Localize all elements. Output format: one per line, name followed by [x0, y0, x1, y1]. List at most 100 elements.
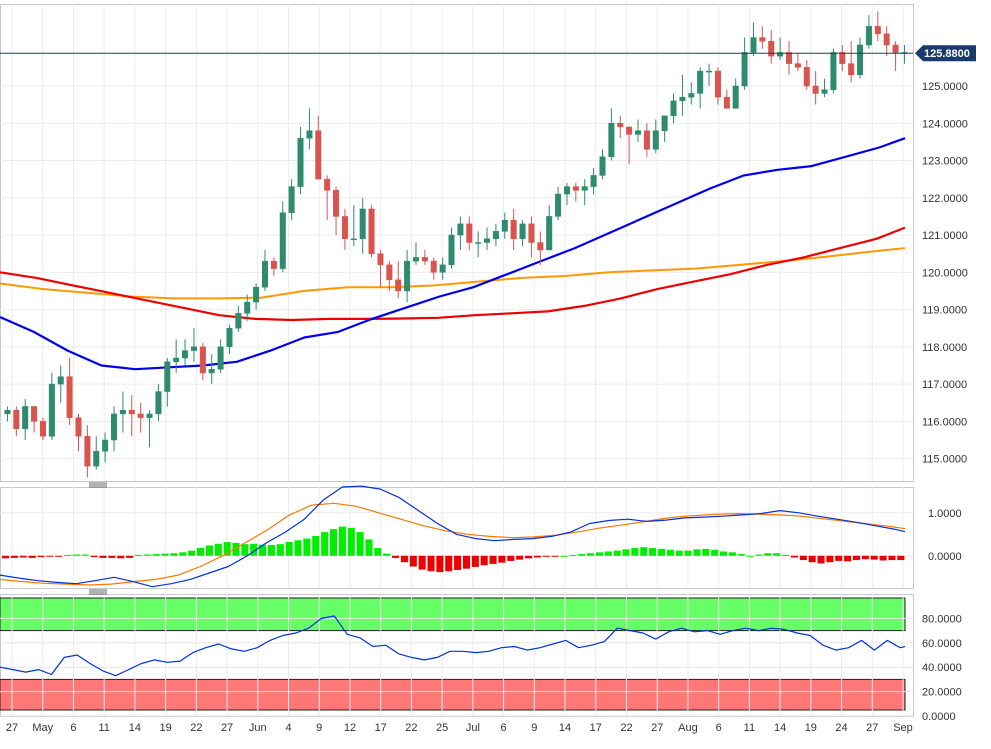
macd-histogram-bar [152, 554, 160, 556]
candle-body [590, 175, 597, 187]
macd-histogram-bar [755, 554, 763, 556]
candle-body [706, 70, 713, 73]
macd-histogram-bar [462, 555, 471, 569]
macd-histogram-bar [143, 554, 151, 556]
candle-body [226, 327, 233, 348]
candle-body [13, 409, 20, 430]
macd-histogram-bar [782, 554, 790, 556]
macd-histogram-bar [835, 555, 843, 561]
candle-body [475, 242, 482, 244]
rsi-grid [0, 594, 913, 717]
candle-body [84, 436, 91, 467]
candle-body [39, 421, 46, 437]
candle-body [581, 186, 588, 191]
candle-body [261, 260, 269, 288]
x-tick-label: 27 [6, 722, 18, 734]
macd-histogram-bar [418, 555, 426, 570]
macd-histogram-bar [480, 555, 488, 566]
macd-histogram-bar [684, 550, 692, 556]
macd-histogram-bar [852, 555, 861, 561]
macd-histogram-bar [126, 555, 134, 558]
panel-resize-handles[interactable] [89, 482, 107, 595]
candle-body [155, 391, 162, 415]
candle-body [31, 406, 38, 422]
candle-body [350, 238, 357, 241]
macd-histogram-bar [188, 550, 196, 556]
x-tick-label: 27 [651, 722, 663, 734]
candle-body [501, 219, 508, 232]
candle-body [288, 186, 295, 213]
candle-body [528, 223, 535, 243]
last-price-marker: 125.8800 [0, 45, 976, 62]
x-tick-label: 25 [436, 722, 448, 734]
macd-histogram-bar [542, 555, 550, 557]
x-tick-label: 22 [620, 722, 632, 734]
x-tick-label: Jun [249, 722, 267, 734]
rsi-line [0, 615, 906, 677]
candle-body [883, 33, 890, 46]
candle-body [697, 70, 704, 94]
x-tick-label: 14 [774, 722, 786, 734]
macd-histogram-bar [10, 555, 18, 558]
candle-body [128, 409, 135, 415]
resize-handle-icon[interactable] [89, 589, 107, 595]
candle-body [546, 216, 553, 251]
macd-histogram-bar [108, 555, 116, 558]
price-tick-label: 118.0000 [922, 342, 967, 354]
price-tick-label: 125.0000 [922, 81, 968, 93]
macd-histogram-bar [666, 549, 674, 556]
sma-fast-line [0, 137, 906, 371]
x-tick-label: 14 [559, 722, 571, 734]
macd-histogram-bar [37, 555, 45, 558]
candle-body [93, 450, 100, 467]
macd-histogram-bar [808, 555, 816, 563]
candle-body [235, 313, 242, 329]
candle-body [821, 89, 828, 94]
candle-body [244, 301, 251, 314]
macd-histogram-bar [232, 542, 240, 556]
macd-histogram-bar [303, 538, 311, 556]
macd-histogram-bar [587, 553, 595, 556]
candle-body [421, 257, 428, 262]
rsi-zones [0, 597, 906, 711]
candle-body [22, 406, 29, 430]
panel-frame [0, 487, 914, 589]
candle-body [785, 52, 793, 64]
candle-body [48, 383, 55, 437]
macd-signal-line [0, 502, 906, 586]
macd-histogram [2, 526, 905, 573]
resize-handle-icon[interactable] [89, 482, 107, 488]
price-grid [0, 4, 913, 481]
candle-body [874, 26, 881, 35]
x-tick-label: Sep [893, 722, 913, 734]
rsi-tick-label: 80.0000 [922, 613, 962, 625]
candle-body [412, 257, 419, 262]
candle-body [377, 253, 384, 266]
last-price-label: 125.8800 [924, 48, 970, 60]
rsi-y-axis: 80.0000 60.0000 40.0000 20.0000 0.0000 [922, 613, 962, 723]
candle-body [333, 190, 340, 217]
candle-body [839, 52, 846, 64]
rsi-overbought-zone [0, 597, 906, 632]
macd-histogram-bar [879, 555, 887, 561]
macd-main-line [0, 485, 906, 588]
macd-histogram-bar [214, 543, 222, 556]
rsi-oversold-zone [0, 678, 906, 711]
candle-body [137, 413, 144, 418]
macd-histogram-bar [90, 555, 98, 558]
macd-histogram-bar [764, 553, 772, 556]
macd-tick-label: 1.0000 [928, 508, 962, 520]
candle-body [830, 52, 837, 90]
macd-histogram-bar [861, 555, 869, 560]
macd-histogram-bar [99, 555, 107, 558]
macd-histogram-bar [516, 555, 524, 560]
rsi-tick-label: 20.0000 [922, 687, 962, 699]
macd-histogram-bar [400, 555, 408, 563]
candle-body [4, 409, 11, 415]
candle-body [803, 67, 810, 87]
candle-body [750, 37, 757, 53]
macd-histogram-bar [524, 555, 533, 559]
candle-body [324, 178, 331, 191]
x-tick-label: 14 [129, 722, 141, 734]
